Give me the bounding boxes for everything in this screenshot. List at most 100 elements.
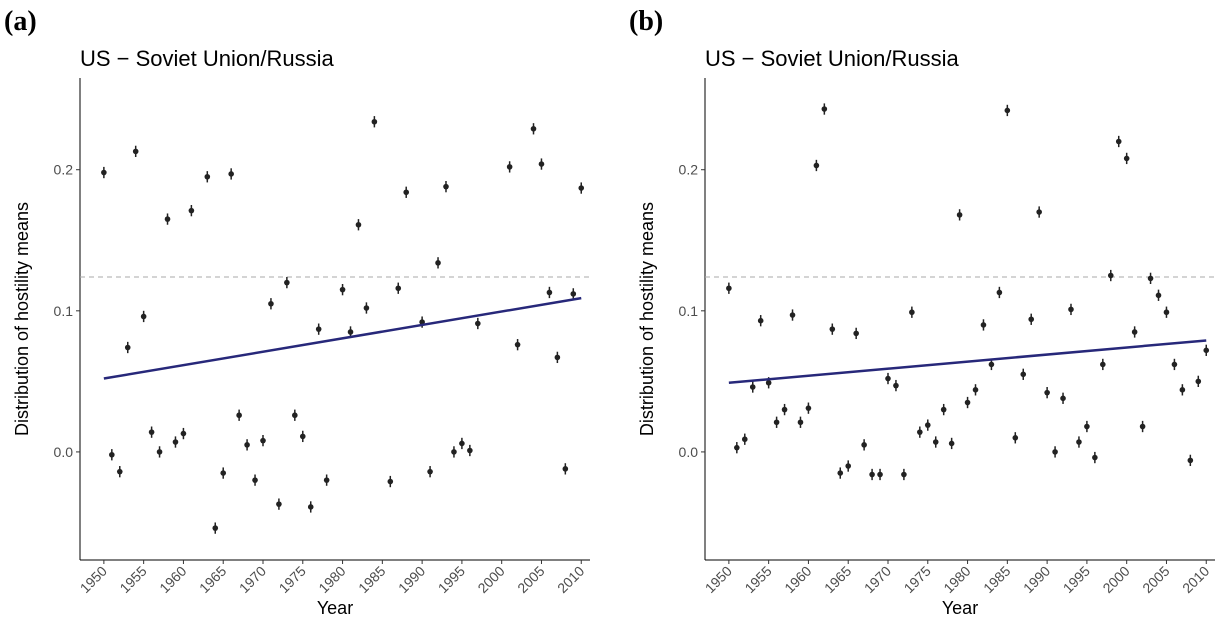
point [204, 173, 211, 180]
x-tick-label: 2000 [474, 563, 507, 596]
point [363, 305, 370, 311]
point [1076, 439, 1082, 445]
point [371, 118, 378, 125]
point [1028, 316, 1035, 323]
x-tick-label: 1960 [156, 563, 189, 596]
point [220, 470, 227, 476]
point [789, 312, 796, 318]
point [765, 379, 772, 386]
point [355, 221, 362, 228]
point [1020, 371, 1027, 378]
point [1004, 107, 1011, 114]
point [845, 463, 852, 469]
point [268, 300, 274, 307]
point [1171, 361, 1178, 368]
x-tick-label: 2005 [514, 563, 547, 596]
point [132, 148, 139, 155]
chart-title: US − Soviet Union/Russia [705, 46, 959, 71]
point [821, 106, 828, 112]
x-tick-label: 1975 [276, 563, 309, 596]
point [578, 185, 585, 191]
point [323, 477, 330, 483]
point [1115, 138, 1122, 145]
point [1131, 329, 1138, 335]
point [276, 501, 282, 507]
point [797, 419, 804, 426]
y-tick-label: 0.1 [54, 303, 74, 319]
point [403, 189, 410, 196]
point [228, 171, 234, 177]
x-tick-label: 2000 [1099, 563, 1132, 596]
point [948, 440, 955, 447]
x-tick-label: 1950 [702, 563, 735, 596]
x-tick-label: 2010 [1179, 563, 1212, 596]
point [1060, 395, 1066, 402]
trend-line [103, 296, 582, 380]
trend-line [728, 339, 1207, 385]
x-tick-label: 1990 [395, 563, 428, 596]
point [877, 471, 883, 478]
point [506, 164, 513, 170]
x-tick-label: 1955 [116, 563, 149, 596]
point [901, 471, 907, 478]
point [212, 525, 219, 531]
point [1195, 378, 1202, 385]
point [124, 344, 131, 351]
point [781, 406, 788, 413]
point [252, 477, 258, 483]
x-tick-label: 1995 [1060, 563, 1093, 596]
point [1179, 387, 1186, 393]
point [172, 439, 179, 445]
point [140, 313, 147, 320]
point [909, 309, 915, 316]
x-tick-label: 2010 [554, 563, 587, 596]
point [1163, 309, 1170, 316]
point [741, 436, 748, 443]
x-tick-label: 1985 [355, 563, 388, 596]
y-tick-label: 0.1 [679, 303, 699, 319]
point [236, 412, 242, 419]
point [387, 478, 394, 485]
point [924, 422, 931, 428]
panel-label: (a) [4, 6, 37, 37]
point [109, 451, 115, 458]
point [988, 361, 995, 368]
point [1139, 423, 1146, 430]
point [734, 444, 740, 451]
point [893, 382, 899, 389]
point [475, 320, 481, 327]
x-tick-label: 1970 [861, 563, 894, 596]
x-tick-label: 1995 [435, 563, 468, 596]
point [546, 289, 553, 296]
y-axis-label: Distribution of hostility means [12, 202, 32, 436]
point [116, 468, 123, 475]
point [1155, 292, 1162, 299]
point [443, 183, 449, 190]
point [347, 329, 354, 335]
point [869, 471, 875, 478]
point [180, 430, 187, 437]
point [570, 291, 577, 297]
x-tick-label: 1980 [315, 563, 348, 596]
y-axis-label: Distribution of hostility means [637, 202, 657, 436]
chart-title: US − Soviet Union/Russia [80, 46, 334, 71]
point [164, 216, 171, 222]
point [956, 212, 963, 218]
point [1084, 423, 1090, 430]
point [805, 405, 812, 411]
point [451, 449, 457, 455]
point [932, 439, 939, 445]
x-axis-label: Year [942, 598, 978, 618]
x-tick-label: 2005 [1139, 563, 1172, 596]
point [307, 504, 314, 510]
y-tick-label: 0.0 [679, 444, 699, 460]
point [972, 387, 979, 393]
point [726, 285, 732, 292]
point [188, 207, 195, 214]
point [562, 466, 569, 472]
point [299, 433, 306, 440]
point [530, 125, 537, 132]
point [459, 440, 465, 447]
y-tick-label: 0.2 [679, 162, 699, 178]
